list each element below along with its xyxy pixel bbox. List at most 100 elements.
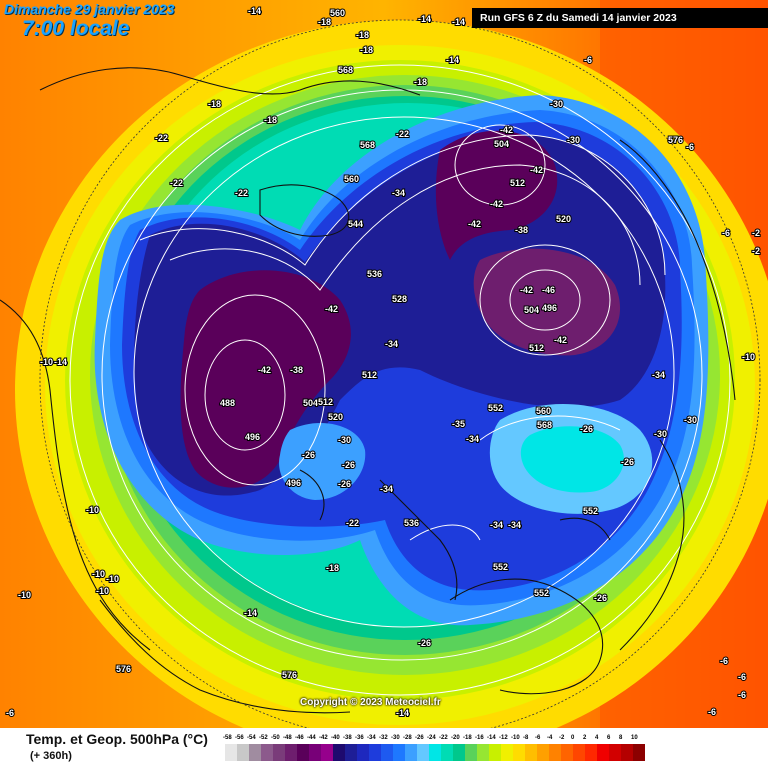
temp-label: -30 (550, 99, 563, 109)
scale-tick-label: -32 (379, 735, 388, 741)
temp-label: -30 (684, 415, 697, 425)
scale-swatch: -42 (319, 733, 333, 761)
scale-color-chip (537, 744, 549, 761)
scale-tick-label: -58 (223, 735, 232, 741)
run-banner: Run GFS 6 Z du Samedi 14 janvier 2023 (472, 8, 768, 28)
scale-swatch: -12 (499, 733, 513, 761)
geo-label: 504 (524, 305, 539, 315)
scale-tick-label: -46 (295, 735, 304, 741)
temp-label: -2 (752, 246, 760, 256)
scale-color-chip (273, 744, 285, 761)
scale-color-chip (597, 744, 609, 761)
scale-swatch: -26 (415, 733, 429, 761)
scale-tick-label: -42 (319, 735, 328, 741)
temp-label: -26 (338, 479, 351, 489)
geo-label: 512 (362, 370, 377, 380)
geo-label: 552 (583, 506, 598, 516)
scale-color-chip (633, 744, 645, 761)
scale-tick-label: -14 (487, 735, 496, 741)
scale-color-chip (453, 744, 465, 761)
temp-label: -6 (686, 142, 694, 152)
geo-label: 560 (536, 406, 551, 416)
temp-label: -30 (338, 435, 351, 445)
scale-swatch: -2 (559, 733, 573, 761)
temp-label: -10 (86, 505, 99, 515)
geo-label: 560 (344, 174, 359, 184)
scale-swatch: 8 (619, 733, 633, 761)
scale-color-chip (501, 744, 513, 761)
geo-label: 496 (286, 478, 301, 488)
scale-swatch: -32 (379, 733, 393, 761)
scale-swatch: -10 (511, 733, 525, 761)
temp-label: -10 (96, 586, 109, 596)
scale-swatch: -36 (355, 733, 369, 761)
scale-swatch: -30 (391, 733, 405, 761)
copyright-notice: Copyright © 2023 Meteociel.fr (300, 697, 441, 708)
temp-label: -18 (360, 45, 373, 55)
temp-label: -6 (6, 708, 14, 718)
scale-color-chip (393, 744, 405, 761)
temp-label: -22 (155, 133, 168, 143)
geo-label: 496 (245, 432, 260, 442)
scale-color-chip (237, 744, 249, 761)
scale-swatch: -28 (403, 733, 417, 761)
scale-tick-label: -8 (523, 735, 529, 741)
geo-label: 496 (542, 303, 557, 313)
temp-label: -18 (326, 563, 339, 573)
temp-label: -34 (490, 520, 503, 530)
temp-label: -42 (520, 285, 533, 295)
geo-label: 520 (328, 412, 343, 422)
scale-tick-label: 4 (595, 735, 599, 741)
scale-swatch: -40 (331, 733, 345, 761)
scale-swatch: -54 (247, 733, 261, 761)
scale-color-chip (489, 744, 501, 761)
temp-label: -42 (530, 165, 543, 175)
temperature-geopotential-map: -14 -14 -18 -18 -18 -18 -14 -14 -6 -18 -… (0, 0, 768, 728)
temp-label: -30 (567, 135, 580, 145)
scale-tick-label: 2 (583, 735, 587, 741)
scale-color-chip (621, 744, 633, 761)
geo-label: 512 (510, 178, 525, 188)
scale-color-chip (405, 744, 417, 761)
temp-label: -26 (621, 457, 634, 467)
scale-swatch: -4 (547, 733, 561, 761)
scale-swatch: -24 (427, 733, 441, 761)
scale-swatch: -34 (367, 733, 381, 761)
geo-label: 576 (116, 664, 131, 674)
temp-label: -42 (325, 304, 338, 314)
forecast-map: -14 -14 -18 -18 -18 -18 -14 -14 -6 -18 -… (0, 0, 768, 728)
temp-label: -34 (380, 484, 393, 494)
temp-label: -10 (40, 357, 53, 367)
scale-swatch: -46 (295, 733, 309, 761)
scale-swatch: -16 (475, 733, 489, 761)
geo-label: 496 (286, 478, 301, 488)
temp-label: -26 (594, 593, 607, 603)
scale-tick-label: -52 (259, 735, 268, 741)
scale-tick-label: -56 (235, 735, 244, 741)
temp-label: -10 (742, 352, 755, 362)
scale-tick-label: -28 (403, 735, 412, 741)
latitude-circle (39, 19, 761, 728)
temp-label: -10 (18, 590, 31, 600)
scale-color-chip (357, 744, 369, 761)
scale-tick-label: -4 (547, 735, 553, 741)
scale-color-chip (525, 744, 537, 761)
temp-label: -10 (92, 569, 105, 579)
cold-pool-west (180, 270, 351, 488)
scale-color-chip (513, 744, 525, 761)
scale-tick-label: 0 (571, 735, 575, 741)
geo-label: 536 (404, 518, 419, 528)
temp-label: -26 (580, 424, 593, 434)
geo-label: 536 (367, 269, 382, 279)
scale-swatch: -14 (487, 733, 501, 761)
temp-label: -22 (235, 188, 248, 198)
scale-swatch: -6 (535, 733, 549, 761)
geo-label: 528 (392, 294, 407, 304)
scale-tick-label: -16 (475, 735, 484, 741)
geo-label: 568 (537, 420, 552, 430)
scale-swatch: 0 (571, 733, 585, 761)
temp-label: -14 (446, 55, 459, 65)
geo-label: 568 (360, 140, 375, 150)
scale-tick-label: -50 (271, 735, 280, 741)
temp-label: -18 (318, 17, 331, 27)
